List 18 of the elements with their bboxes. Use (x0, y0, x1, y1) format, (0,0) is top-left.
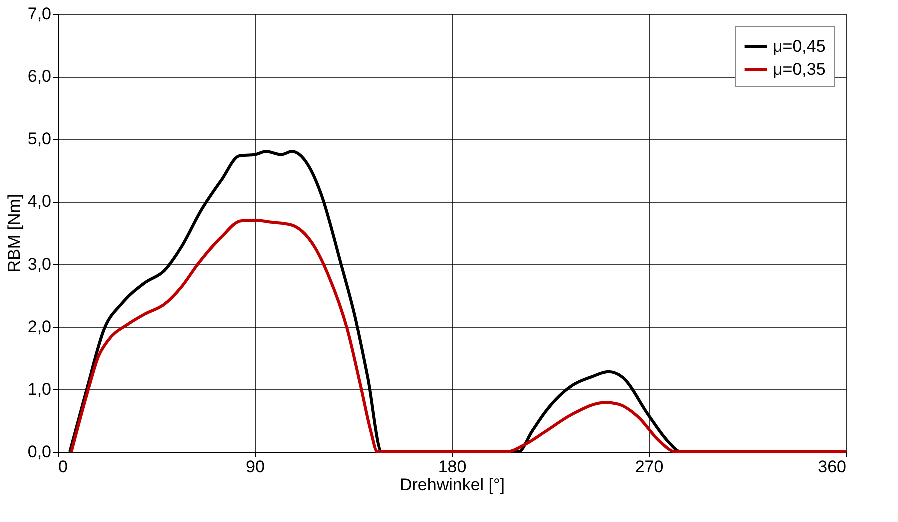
y-tick-label: 2,0 (28, 317, 52, 336)
legend-label: μ=0,45 (773, 37, 826, 56)
x-tick-label: 360 (818, 458, 846, 476)
legend-label: μ=0,35 (773, 60, 826, 79)
x-tick-label: 270 (635, 458, 664, 476)
y-axis-title: RBM [Nm] (4, 194, 24, 273)
y-tick-label: 5,0 (28, 130, 52, 149)
x-tick-label: 0 (58, 458, 68, 476)
line-series (70, 218, 848, 454)
y-tick-label: 6,0 (28, 67, 52, 86)
x-tick-label: 180 (438, 458, 467, 476)
y-tick-label: 7,0 (28, 4, 52, 24)
y-tick-label: 3,0 (28, 254, 52, 274)
x-tick-label: 90 (246, 458, 265, 476)
y-tick-label: 1,0 (28, 380, 52, 399)
y-tick-label: 0,0 (28, 442, 52, 462)
x-axis-title: Drehwinkel [°] (400, 476, 506, 494)
y-tick-label: 4,0 (28, 192, 52, 212)
